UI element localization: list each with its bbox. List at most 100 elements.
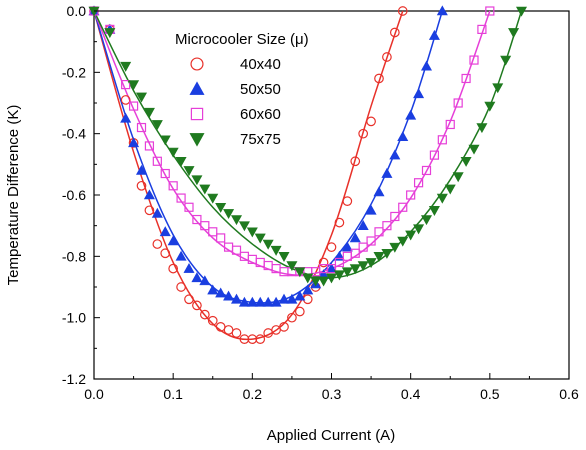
data-point-40x40 — [255, 334, 266, 344]
data-point-75x75 — [515, 6, 528, 17]
data-point-40x40 — [199, 309, 210, 320]
data-point-40x40 — [168, 263, 179, 274]
data-point-60x60 — [461, 73, 471, 84]
data-point-40x40 — [382, 52, 392, 62]
data-point-75x75 — [270, 245, 282, 256]
data-point-40x40 — [302, 294, 313, 305]
data-point-40x40 — [120, 95, 131, 105]
legend-label-60x60: 60x60 — [240, 106, 281, 123]
data-point-50x50 — [151, 207, 163, 218]
data-point-50x50 — [357, 220, 369, 230]
legend-marker-75x75 — [189, 133, 205, 147]
data-point-50x50 — [183, 262, 195, 273]
data-point-50x50 — [397, 131, 409, 142]
data-point-60x60 — [429, 150, 440, 160]
data-point-40x40 — [326, 242, 337, 252]
data-point-75x75 — [389, 242, 401, 253]
data-point-50x50 — [230, 293, 243, 304]
data-point-50x50 — [420, 60, 433, 71]
data-point-60x60 — [192, 214, 202, 225]
data-point-40x40 — [397, 6, 408, 16]
data-point-50x50 — [278, 293, 290, 304]
data-point-60x60 — [445, 119, 455, 130]
fit-line-75x75 — [93, 10, 523, 279]
data-point-50x50 — [223, 290, 235, 301]
data-point-50x50 — [199, 275, 211, 286]
data-point-50x50 — [175, 250, 187, 261]
legend-marker-40x40 — [190, 57, 204, 71]
data-point-50x50 — [341, 241, 353, 252]
data-point-60x60 — [398, 202, 408, 212]
data-point-40x40 — [160, 248, 171, 259]
y-tick-label: -1.2 — [62, 371, 86, 387]
data-point-75x75 — [341, 267, 353, 278]
data-point-60x60 — [350, 248, 360, 258]
data-point-50x50 — [143, 189, 155, 200]
data-point-75x75 — [357, 261, 369, 272]
data-point-40x40 — [366, 116, 376, 127]
data-point-40x40 — [192, 300, 202, 311]
data-point-60x60 — [334, 257, 345, 268]
data-point-50x50 — [294, 290, 306, 301]
y-tick-label: -0.8 — [62, 248, 86, 264]
data-point-75x75 — [128, 80, 140, 91]
y-axis-title: Temperature Difference (K) — [5, 105, 22, 286]
x-tick-label: 0.0 — [84, 386, 104, 402]
data-point-50x50 — [389, 149, 401, 160]
data-point-75x75 — [460, 156, 472, 167]
data-point-75x75 — [333, 270, 345, 281]
legend-item-75x75: 75x75 — [189, 131, 281, 148]
data-point-50x50 — [254, 296, 266, 307]
data-point-50x50 — [238, 296, 250, 307]
data-point-40x40 — [334, 217, 345, 228]
data-point-75x75 — [151, 120, 163, 131]
legend-label-40x40: 40x40 — [240, 56, 281, 73]
data-point-75x75 — [325, 273, 338, 284]
data-point-60x60 — [485, 6, 495, 16]
data-point-75x75 — [238, 221, 250, 232]
data-point-40x40 — [231, 328, 242, 338]
data-point-60x60 — [184, 202, 194, 212]
data-point-40x40 — [223, 325, 234, 335]
data-point-75x75 — [286, 261, 298, 272]
data-point-75x75 — [191, 175, 203, 186]
data-point-75x75 — [452, 172, 464, 183]
data-point-75x75 — [365, 258, 377, 269]
data-point-60x60 — [390, 211, 400, 222]
data-point-50x50 — [246, 296, 258, 307]
data-point-60x60 — [413, 178, 424, 188]
plot-area — [93, 10, 570, 380]
data-point-60x60 — [160, 168, 170, 179]
data-point-75x75 — [294, 267, 306, 278]
data-point-75x75 — [143, 107, 155, 118]
legend-marker-60x60 — [190, 107, 204, 121]
y-tick-label: 0.0 — [67, 3, 87, 19]
data-point-75x75 — [254, 233, 266, 244]
data-point-60x60 — [326, 264, 337, 274]
markers — [88, 5, 528, 344]
data-point-60x60 — [231, 245, 242, 255]
data-point-50x50 — [262, 296, 274, 307]
data-point-50x50 — [167, 235, 179, 246]
data-point-60x60 — [421, 165, 432, 176]
legend-item-40x40: 40x40 — [190, 56, 281, 73]
data-point-50x50 — [128, 137, 140, 148]
data-point-75x75 — [215, 202, 227, 213]
data-point-60x60 — [144, 141, 155, 151]
data-point-40x40 — [207, 315, 218, 326]
data-point-75x75 — [492, 83, 504, 94]
legend-title: Microcooler Size (μ) — [175, 31, 309, 48]
data-point-75x75 — [159, 135, 171, 146]
data-point-40x40 — [294, 306, 305, 317]
data-point-75x75 — [413, 224, 425, 235]
data-point-50x50 — [207, 284, 219, 295]
data-point-50x50 — [413, 88, 425, 99]
data-point-50x50 — [349, 232, 361, 243]
data-point-50x50 — [405, 109, 417, 120]
data-point-50x50 — [373, 186, 385, 197]
data-point-75x75 — [500, 55, 512, 66]
x-axis: 0.0 0.1 0.2 0.3 0.4 0.5 0.6 — [84, 373, 579, 402]
data-point-40x40 — [144, 205, 155, 216]
data-point-75x75 — [381, 248, 393, 259]
